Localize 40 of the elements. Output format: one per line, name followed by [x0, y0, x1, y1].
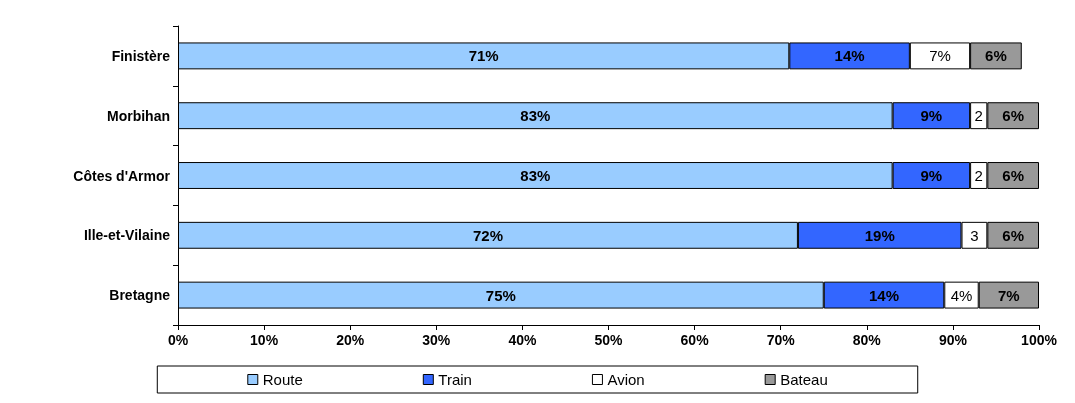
legend-label: Avion	[607, 371, 645, 388]
legend-label: Route	[262, 371, 303, 388]
x-tick-label: 30%	[422, 332, 451, 348]
x-tick-label: 70%	[766, 332, 796, 348]
data-label: 83%	[520, 167, 551, 184]
data-label: 6%	[1002, 167, 1025, 184]
y-tick-label: Ille-et-Vilaine	[83, 227, 171, 244]
data-label: 2	[974, 167, 983, 184]
x-tick-label: 40%	[508, 332, 537, 348]
y-tick-label: Côtes d'Armor	[73, 167, 171, 184]
y-tick-label: Bretagne	[109, 287, 171, 304]
x-tick-label: 0%	[167, 332, 189, 348]
data-label: 19%	[864, 226, 895, 244]
data-label: 14%	[834, 47, 865, 65]
x-tick-label: 90%	[938, 332, 968, 348]
y-tick-label: Morbihan	[107, 107, 170, 124]
data-label: 6%	[1002, 107, 1025, 125]
data-label: 6%	[985, 47, 1007, 65]
data-label: 6%	[1002, 226, 1025, 244]
data-label: 7%	[929, 47, 951, 65]
data-label: 71%	[468, 47, 499, 65]
x-tick-label: 10%	[250, 332, 279, 348]
data-label: 75%	[485, 286, 516, 304]
data-label: 4%	[950, 286, 973, 304]
data-label: 3	[970, 226, 979, 244]
x-tick-label: 80%	[852, 332, 882, 348]
x-tick-label: 20%	[336, 332, 365, 348]
x-tick-label: 50%	[594, 332, 624, 348]
data-label: 9%	[920, 107, 943, 125]
data-label: 72%	[472, 226, 503, 244]
legend-label: Bateau	[780, 371, 828, 388]
legend-label: Train	[438, 371, 472, 388]
data-label: 14%	[869, 286, 900, 304]
data-label: 2	[974, 107, 983, 125]
x-tick-label: 60%	[680, 332, 710, 348]
data-label: 9%	[920, 167, 943, 184]
data-label: 83%	[520, 107, 551, 125]
x-tick-label: 100%	[1021, 332, 1058, 348]
y-tick-label: Finistère	[111, 47, 171, 64]
data-label: 7%	[998, 286, 1020, 304]
